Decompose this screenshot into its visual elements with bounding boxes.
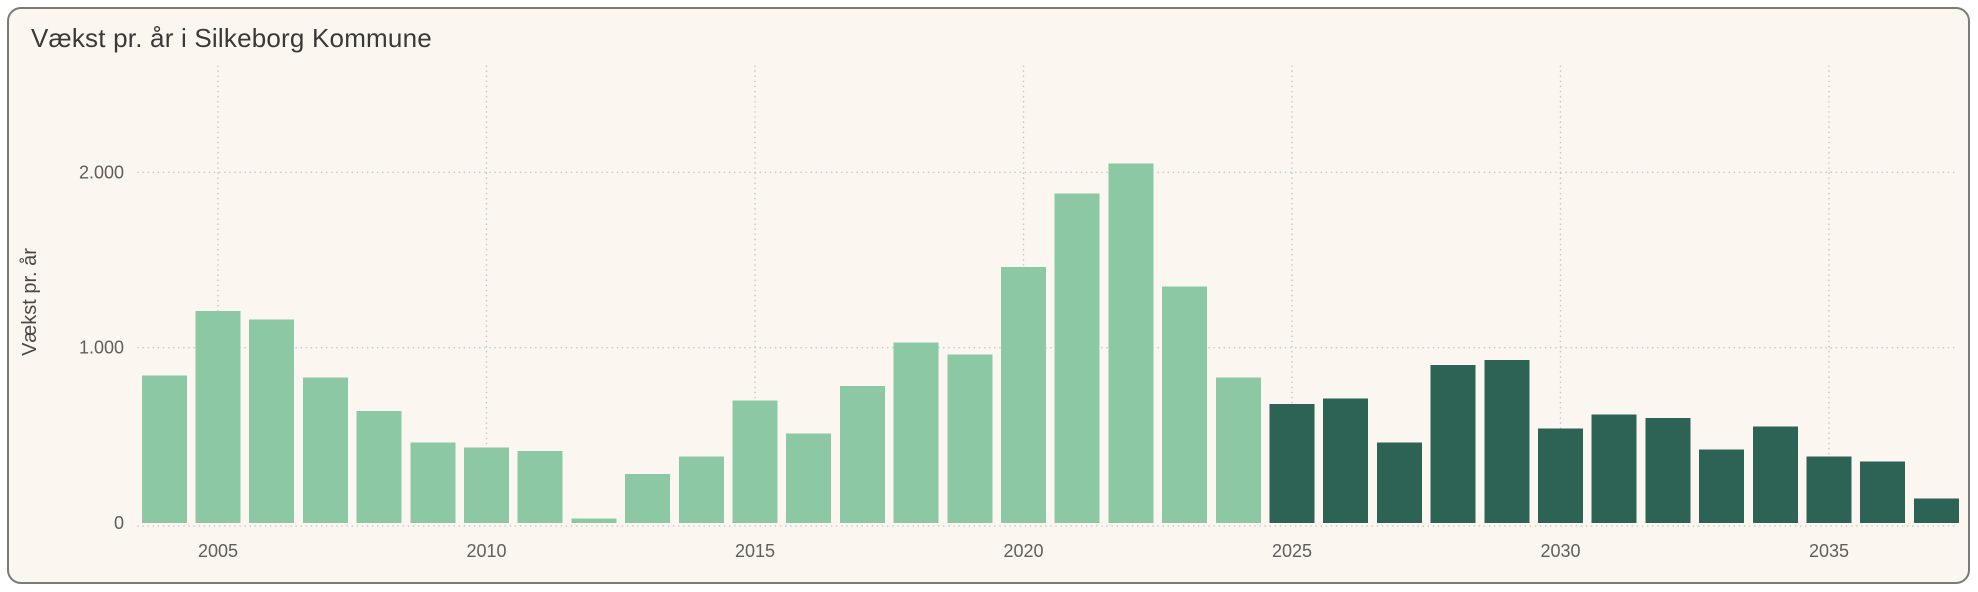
- bar-2024[interactable]: [1215, 377, 1261, 523]
- bar-2029[interactable]: [1484, 359, 1530, 523]
- bar-2030[interactable]: [1538, 428, 1583, 523]
- bar-2025[interactable]: [1269, 403, 1315, 523]
- bar-2004[interactable]: [141, 375, 187, 523]
- bar-2020[interactable]: [1001, 266, 1046, 523]
- axis-labels: 0 1.000 2.000 2005 2010 2015 2020 2025 2030 2035: [79, 162, 1849, 561]
- bar-2011[interactable]: [517, 451, 563, 523]
- bar-2033[interactable]: [1699, 449, 1745, 523]
- bar-2037[interactable]: [1913, 498, 1959, 523]
- bar-2008[interactable]: [356, 410, 402, 523]
- bar-2034[interactable]: [1752, 426, 1798, 523]
- bar-2026[interactable]: [1323, 398, 1369, 523]
- bar-2012[interactable]: [571, 518, 617, 523]
- bar-2022[interactable]: [1108, 163, 1154, 523]
- bar-2027[interactable]: [1376, 442, 1422, 523]
- y-tick-2000: 2.000: [79, 162, 124, 182]
- bar-2019[interactable]: [947, 354, 993, 523]
- y-tick-1000: 1.000: [79, 338, 124, 358]
- bar-2009[interactable]: [410, 442, 456, 523]
- bar-2023[interactable]: [1162, 286, 1208, 523]
- bar-2021[interactable]: [1054, 193, 1100, 524]
- x-tick-2015: 2015: [735, 541, 775, 561]
- bar-2016[interactable]: [786, 433, 832, 523]
- bar-2010[interactable]: [464, 447, 509, 523]
- bar-2005[interactable]: [195, 310, 241, 523]
- bar-2014[interactable]: [678, 456, 724, 523]
- bar-2007[interactable]: [302, 377, 348, 523]
- bar-2032[interactable]: [1645, 417, 1691, 523]
- bar-2015[interactable]: [732, 400, 778, 523]
- gridlines: [137, 65, 1959, 527]
- bar-2017[interactable]: [839, 386, 885, 523]
- bar-2013[interactable]: [625, 473, 671, 523]
- x-tick-2010: 2010: [466, 541, 506, 561]
- chart-title: Vækst pr. år i Silkeborg Kommune: [31, 23, 432, 53]
- bar-2006[interactable]: [249, 319, 295, 523]
- x-tick-2030: 2030: [1540, 541, 1580, 561]
- bar-2018[interactable]: [893, 342, 939, 523]
- bar-2031[interactable]: [1591, 414, 1637, 523]
- y-axis-title: Vækst pr. år: [19, 248, 41, 356]
- bars-group: [141, 163, 1959, 524]
- x-tick-2005: 2005: [198, 541, 238, 561]
- x-tick-2025: 2025: [1272, 541, 1312, 561]
- y-tick-0: 0: [114, 513, 124, 533]
- x-tick-2035: 2035: [1809, 541, 1849, 561]
- x-tick-2020: 2020: [1003, 541, 1043, 561]
- bar-2035[interactable]: [1806, 456, 1852, 523]
- bar-2036[interactable]: [1860, 461, 1906, 523]
- bar-2028[interactable]: [1430, 365, 1476, 523]
